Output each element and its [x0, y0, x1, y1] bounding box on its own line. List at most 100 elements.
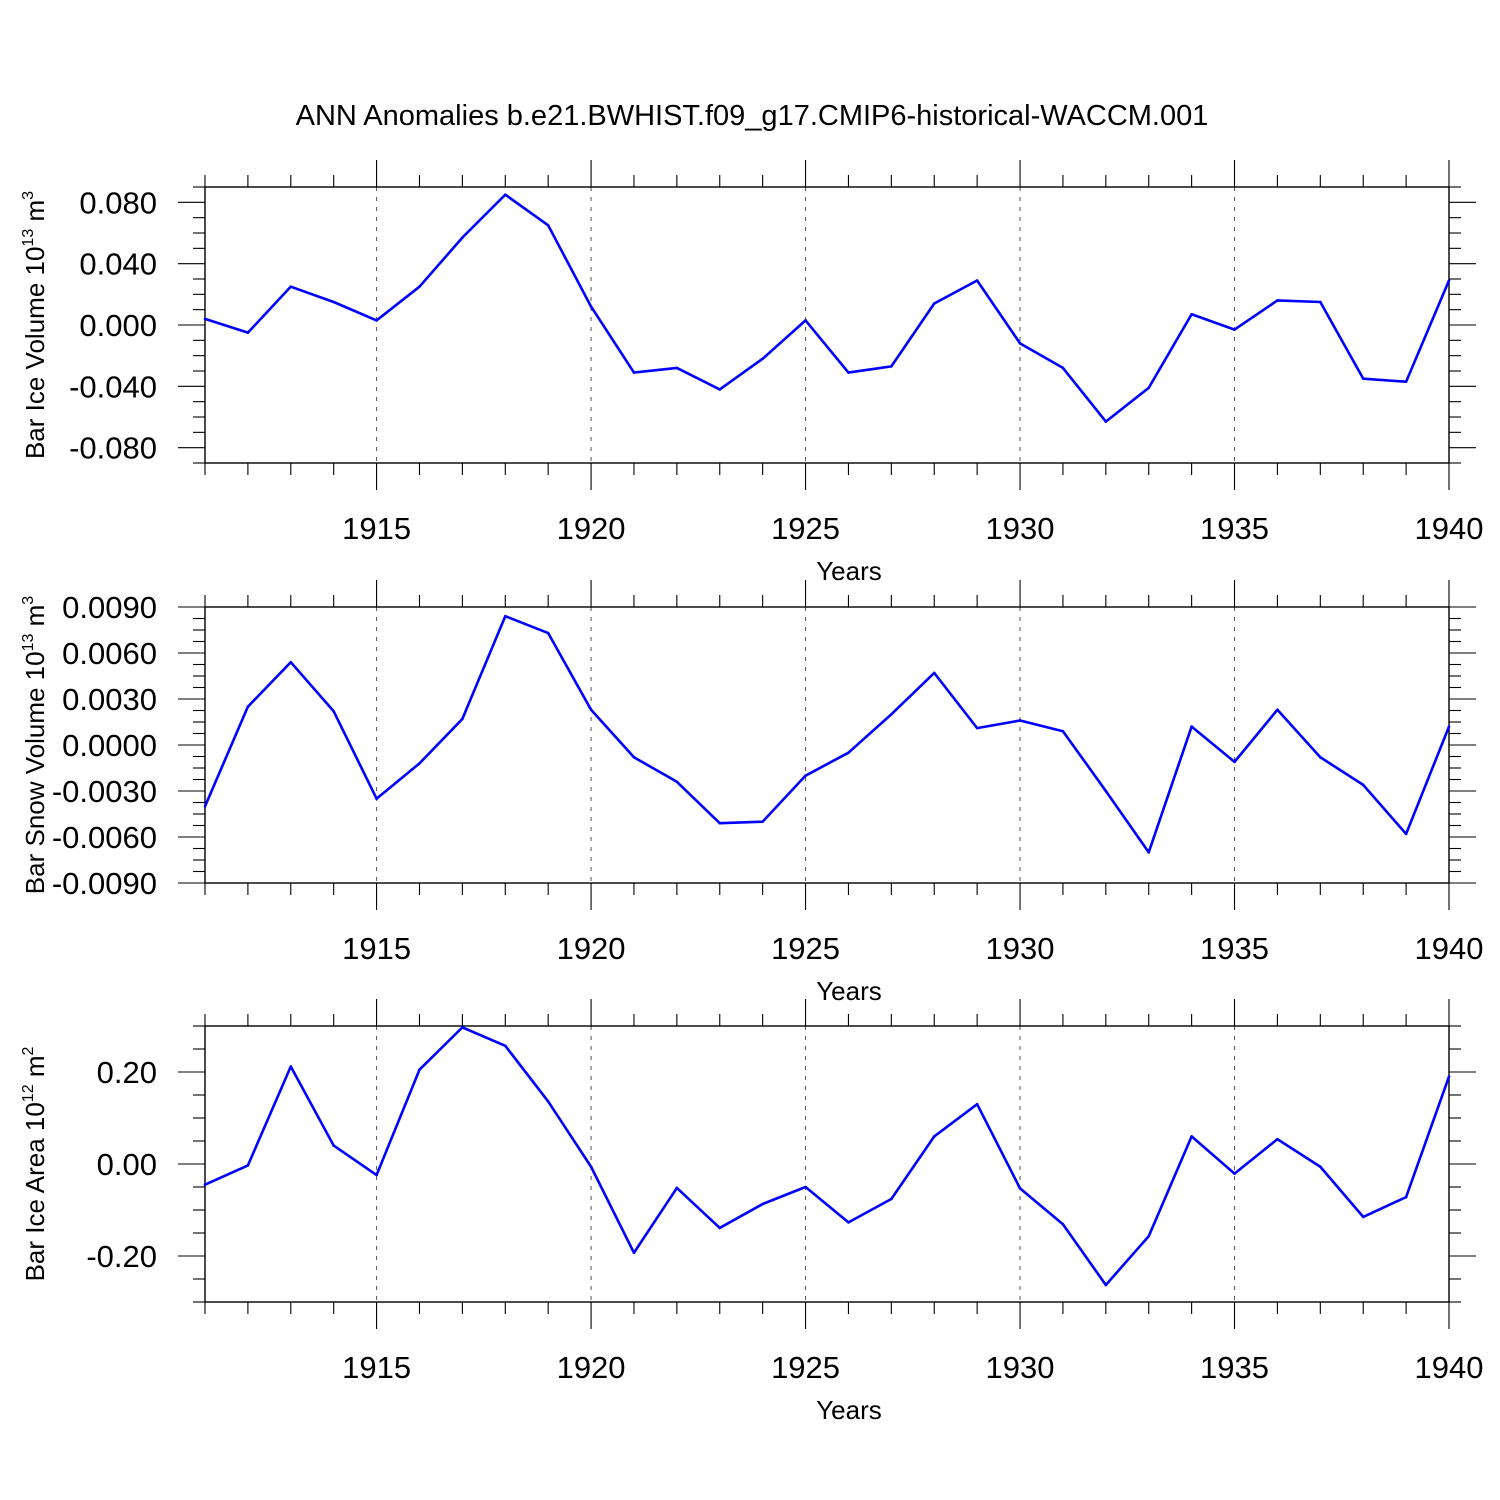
y-tick-label: -0.0090 [52, 866, 157, 901]
y-axis-title-part: 13 [20, 633, 37, 651]
data-point [1361, 1215, 1365, 1219]
data-point [1404, 380, 1408, 384]
data-point [246, 705, 250, 708]
y-tick-label: -0.0030 [52, 774, 157, 809]
data-point [761, 1202, 764, 1206]
data-point [203, 805, 207, 808]
data-point [1319, 755, 1322, 759]
y-tick-label: 0.0090 [62, 590, 157, 625]
data-point [1190, 312, 1193, 316]
data-point [461, 717, 464, 721]
data-point [890, 1197, 893, 1201]
y-axis-title: Bar Snow Volume 1013 m3 [20, 596, 50, 895]
data-point [1319, 300, 1322, 304]
data-point [203, 1183, 207, 1186]
data-point [1104, 1283, 1108, 1287]
data-point [289, 660, 293, 664]
data-point [804, 1185, 807, 1189]
y-tick-label: 0.0030 [62, 682, 157, 717]
data-point [675, 366, 679, 370]
y-axis-title-part: m [20, 605, 50, 634]
data-point [461, 236, 464, 239]
data-point [1190, 725, 1193, 728]
data-point [932, 1135, 936, 1138]
x-tick-label: 1930 [986, 511, 1055, 546]
data-point [632, 1251, 636, 1255]
data-point [1447, 725, 1451, 728]
y-tick-label: -0.20 [86, 1239, 157, 1274]
data-point [1276, 1137, 1279, 1141]
y-tick-label: -0.080 [69, 431, 157, 466]
x-tick-label: 1915 [342, 1350, 411, 1385]
data-point [975, 1102, 979, 1106]
data-series-line [203, 614, 1451, 854]
data-point [1233, 760, 1236, 764]
data-point [804, 319, 807, 322]
data-point [418, 285, 421, 288]
data-point [890, 365, 893, 368]
data-point [1190, 1135, 1193, 1138]
data-point [589, 708, 593, 712]
data-point [289, 1065, 293, 1068]
plot-frame [204, 606, 1450, 884]
data-point [675, 1186, 679, 1190]
data-series-line [204, 193, 1451, 423]
data-point [589, 305, 593, 308]
plot-frame [204, 1025, 1450, 1303]
y-tick-label: 0.000 [79, 308, 157, 343]
data-point [632, 371, 636, 374]
x-tick-label: 1940 [1415, 1350, 1484, 1385]
data-point [1447, 1075, 1451, 1078]
data-point [1404, 1195, 1408, 1199]
x-tick-label: 1925 [771, 931, 840, 966]
data-point [718, 821, 722, 825]
data-point [718, 388, 722, 391]
data-point [461, 1026, 464, 1029]
data-point [503, 193, 507, 196]
data-point [1361, 783, 1365, 787]
data-point [546, 631, 550, 635]
x-axis-title: Years [816, 1395, 882, 1425]
data-point [418, 762, 421, 765]
data-point [1061, 366, 1065, 370]
data-point [1276, 708, 1279, 712]
data-point [1319, 1165, 1322, 1169]
plot-frame [204, 186, 1450, 464]
data-point [246, 331, 250, 334]
data-point [332, 1144, 335, 1147]
y-tick-label: 0.00 [97, 1147, 157, 1182]
data-point [847, 371, 850, 374]
data-point [1061, 729, 1065, 733]
data-point [1233, 328, 1236, 331]
data-point [418, 1068, 421, 1071]
data-point [1018, 342, 1022, 345]
x-axis-title: Years [816, 556, 882, 586]
chart-panel-2: -0.0090 -0.0060 -0.0030 0.0000 0.0030 0.0060 0… [20, 580, 1483, 1006]
data-point [1147, 1234, 1151, 1238]
data-point [718, 1226, 722, 1230]
data-point [503, 1044, 507, 1048]
y-axis-title-part: 13 [20, 229, 37, 247]
data-point [246, 1164, 250, 1167]
data-point [632, 755, 636, 759]
x-tick-label: 1930 [986, 1350, 1055, 1385]
data-point [546, 1100, 550, 1103]
y-axis-title-part: Bar Ice Volume 10 [20, 247, 50, 459]
data-point [1104, 789, 1108, 793]
x-tick-label: 1935 [1200, 511, 1269, 546]
data-point [932, 671, 936, 675]
y-axis-title: Bar Ice Volume 1013 m3 [20, 191, 50, 459]
y-axis-title-part: 2 [20, 1046, 37, 1055]
data-point [375, 797, 378, 800]
data-point [546, 224, 550, 227]
x-axis-title: Years [816, 976, 882, 1006]
data-point [975, 726, 979, 730]
data-point [375, 1173, 378, 1177]
panels-container: -0.080 -0.040 0.000 0.040 0.080 1915 1920 1925 1… [20, 160, 1483, 1425]
data-point [1018, 1187, 1022, 1190]
data-point [847, 1221, 850, 1224]
data-point [890, 713, 893, 716]
x-tick-label: 1920 [557, 511, 626, 546]
x-tick-label: 1920 [557, 931, 626, 966]
data-point [1447, 279, 1451, 282]
